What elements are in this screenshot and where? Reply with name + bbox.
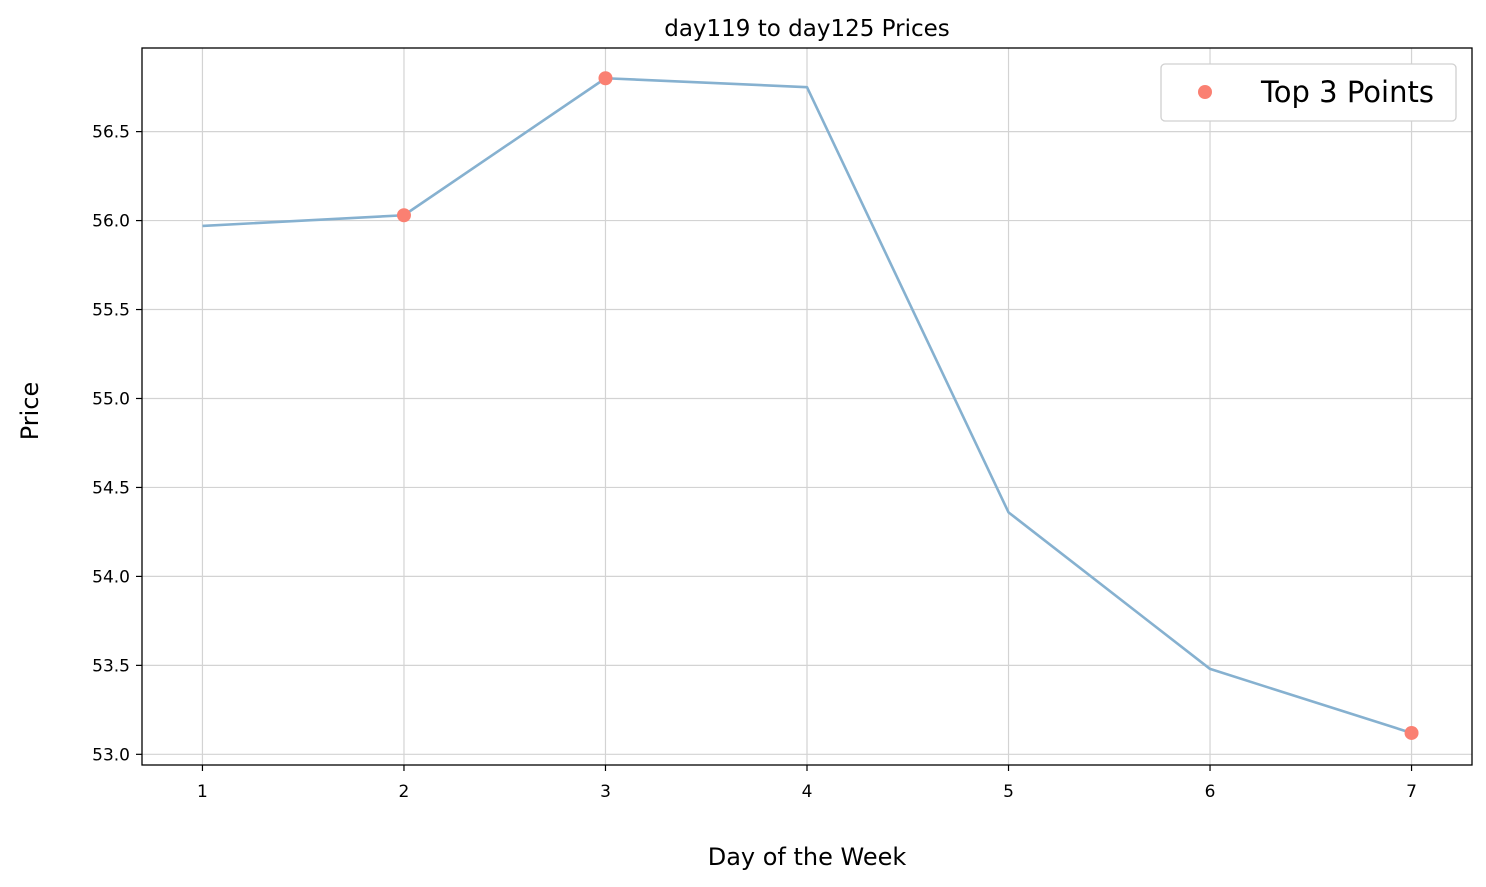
y-tick-label: 54.0 <box>92 567 130 587</box>
top-point <box>1404 725 1419 740</box>
top-point <box>598 71 613 86</box>
y-tick-label: 55.5 <box>92 301 130 321</box>
y-tick-label: 56.0 <box>92 212 130 232</box>
legend-frame <box>1160 63 1457 122</box>
x-axis-label: Day of the Week <box>708 843 907 871</box>
x-tick-label: 7 <box>1406 782 1417 802</box>
legend-marker <box>1198 85 1212 99</box>
x-tick-label: 5 <box>1003 782 1014 802</box>
y-axis-label: Price <box>16 382 44 441</box>
legend: Top 3 Points <box>1160 63 1457 122</box>
y-tick-label: 56.5 <box>92 123 130 143</box>
x-tick-label: 1 <box>197 782 208 802</box>
chart-title: day119 to day125 Prices <box>664 16 950 42</box>
highlight-points <box>396 71 1419 740</box>
y-tick-label: 53.0 <box>92 745 130 765</box>
y-axis-ticks: 53.0 53.5 54.0 54.5 55.0 55.5 56.0 56.5 <box>92 123 142 765</box>
x-tick-label: 2 <box>399 782 410 802</box>
x-tick-label: 4 <box>802 782 813 802</box>
x-tick-label: 3 <box>600 782 611 802</box>
x-tick-label: 6 <box>1205 782 1216 802</box>
top-point <box>396 208 411 223</box>
legend-entry: Top 3 Points <box>1260 75 1434 109</box>
y-tick-label: 55.0 <box>92 389 130 409</box>
y-tick-label: 53.5 <box>92 656 130 676</box>
grid-lines <box>142 48 1472 765</box>
x-axis-ticks: 1 2 3 4 5 6 7 <box>197 765 1417 802</box>
y-tick-label: 54.5 <box>92 478 130 498</box>
